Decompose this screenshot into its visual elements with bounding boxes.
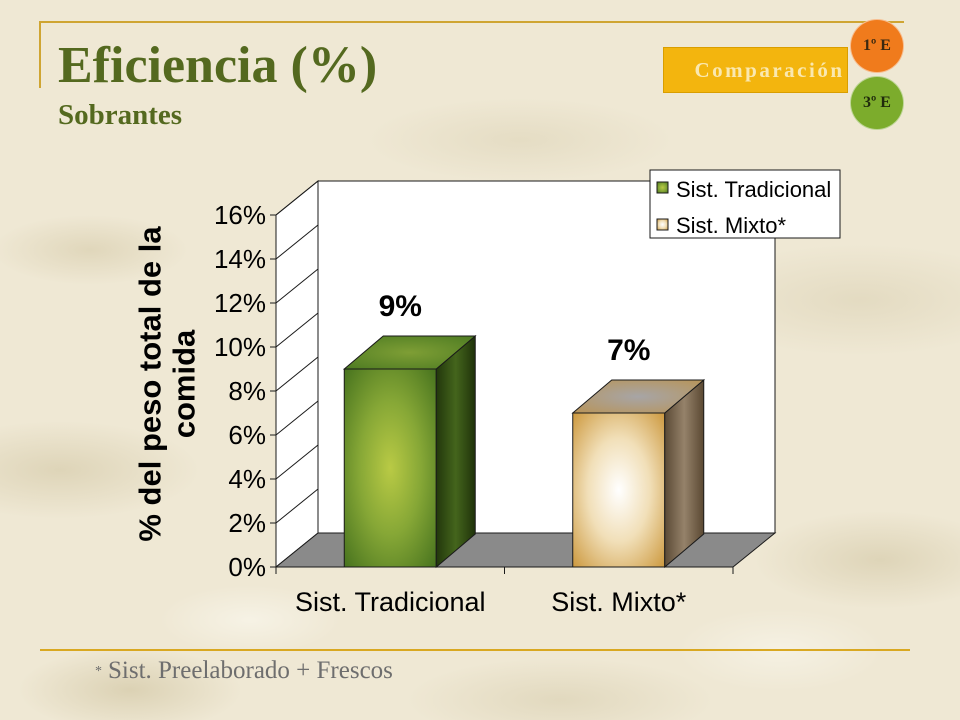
top-rule bbox=[40, 21, 904, 23]
x-category-label: Sist. Tradicional bbox=[295, 587, 486, 617]
footnote-marker: * bbox=[95, 664, 102, 679]
legend-swatch bbox=[656, 218, 669, 231]
left-rule bbox=[39, 21, 41, 88]
footnote: * Sist. Preelaborado + Frescos bbox=[95, 658, 393, 684]
legend-box bbox=[649, 169, 841, 239]
x-category-label: Sist. Mixto* bbox=[551, 587, 687, 617]
third-e-label: 3º E bbox=[863, 94, 891, 111]
y-tick-label: 8% bbox=[228, 376, 266, 406]
y-axis-title: % del peso total de la comida bbox=[132, 226, 202, 542]
legend-label: Sist. Tradicional bbox=[676, 177, 831, 202]
wall-gridline bbox=[275, 180, 319, 216]
data-label: 7% bbox=[607, 334, 650, 367]
comparison-button[interactable]: Comparación bbox=[663, 47, 848, 93]
wall-gridline bbox=[275, 268, 319, 304]
bar bbox=[342, 334, 477, 569]
wall-gridline bbox=[275, 488, 319, 524]
y-tick-label: 4% bbox=[228, 464, 266, 494]
data-label: 9% bbox=[379, 290, 422, 323]
slide-title: Eficiencia (%) bbox=[58, 37, 378, 94]
wall-gridline bbox=[275, 444, 319, 480]
wall-gridline bbox=[275, 224, 319, 260]
slide-subtitle: Sobrantes bbox=[58, 99, 183, 131]
bar bbox=[571, 378, 706, 569]
legend-swatch bbox=[656, 181, 669, 194]
comparison-label: Comparación bbox=[694, 58, 845, 82]
wall-gridline bbox=[275, 356, 319, 392]
third-e-button[interactable]: 3º E bbox=[850, 76, 904, 130]
y-tick-label: 10% bbox=[214, 332, 266, 362]
bar-front-face bbox=[572, 412, 666, 568]
legend-label: Sist. Mixto* bbox=[676, 213, 786, 238]
y-tick-label: 12% bbox=[214, 288, 266, 318]
wall-gridline bbox=[275, 312, 319, 348]
bar-front-face bbox=[343, 368, 437, 568]
first-e-label: 1º E bbox=[863, 37, 891, 54]
footnote-text: Sist. Preelaborado + Frescos bbox=[108, 657, 393, 684]
y-tick-label: 16% bbox=[214, 200, 266, 230]
first-e-button[interactable]: 1º E bbox=[850, 19, 904, 73]
bar-side-face bbox=[435, 334, 476, 569]
y-tick-label: 2% bbox=[228, 508, 266, 538]
y-tick-label: 6% bbox=[228, 420, 266, 450]
legend: Sist. Tradicional Sist. Mixto* bbox=[649, 169, 841, 239]
bar-top-face bbox=[342, 335, 477, 370]
bar-top-face bbox=[571, 379, 706, 414]
y-tick-label: 14% bbox=[214, 244, 266, 274]
bottom-rule bbox=[40, 649, 910, 651]
y-tick-label: 0% bbox=[228, 552, 266, 582]
wall-gridline bbox=[275, 400, 319, 436]
